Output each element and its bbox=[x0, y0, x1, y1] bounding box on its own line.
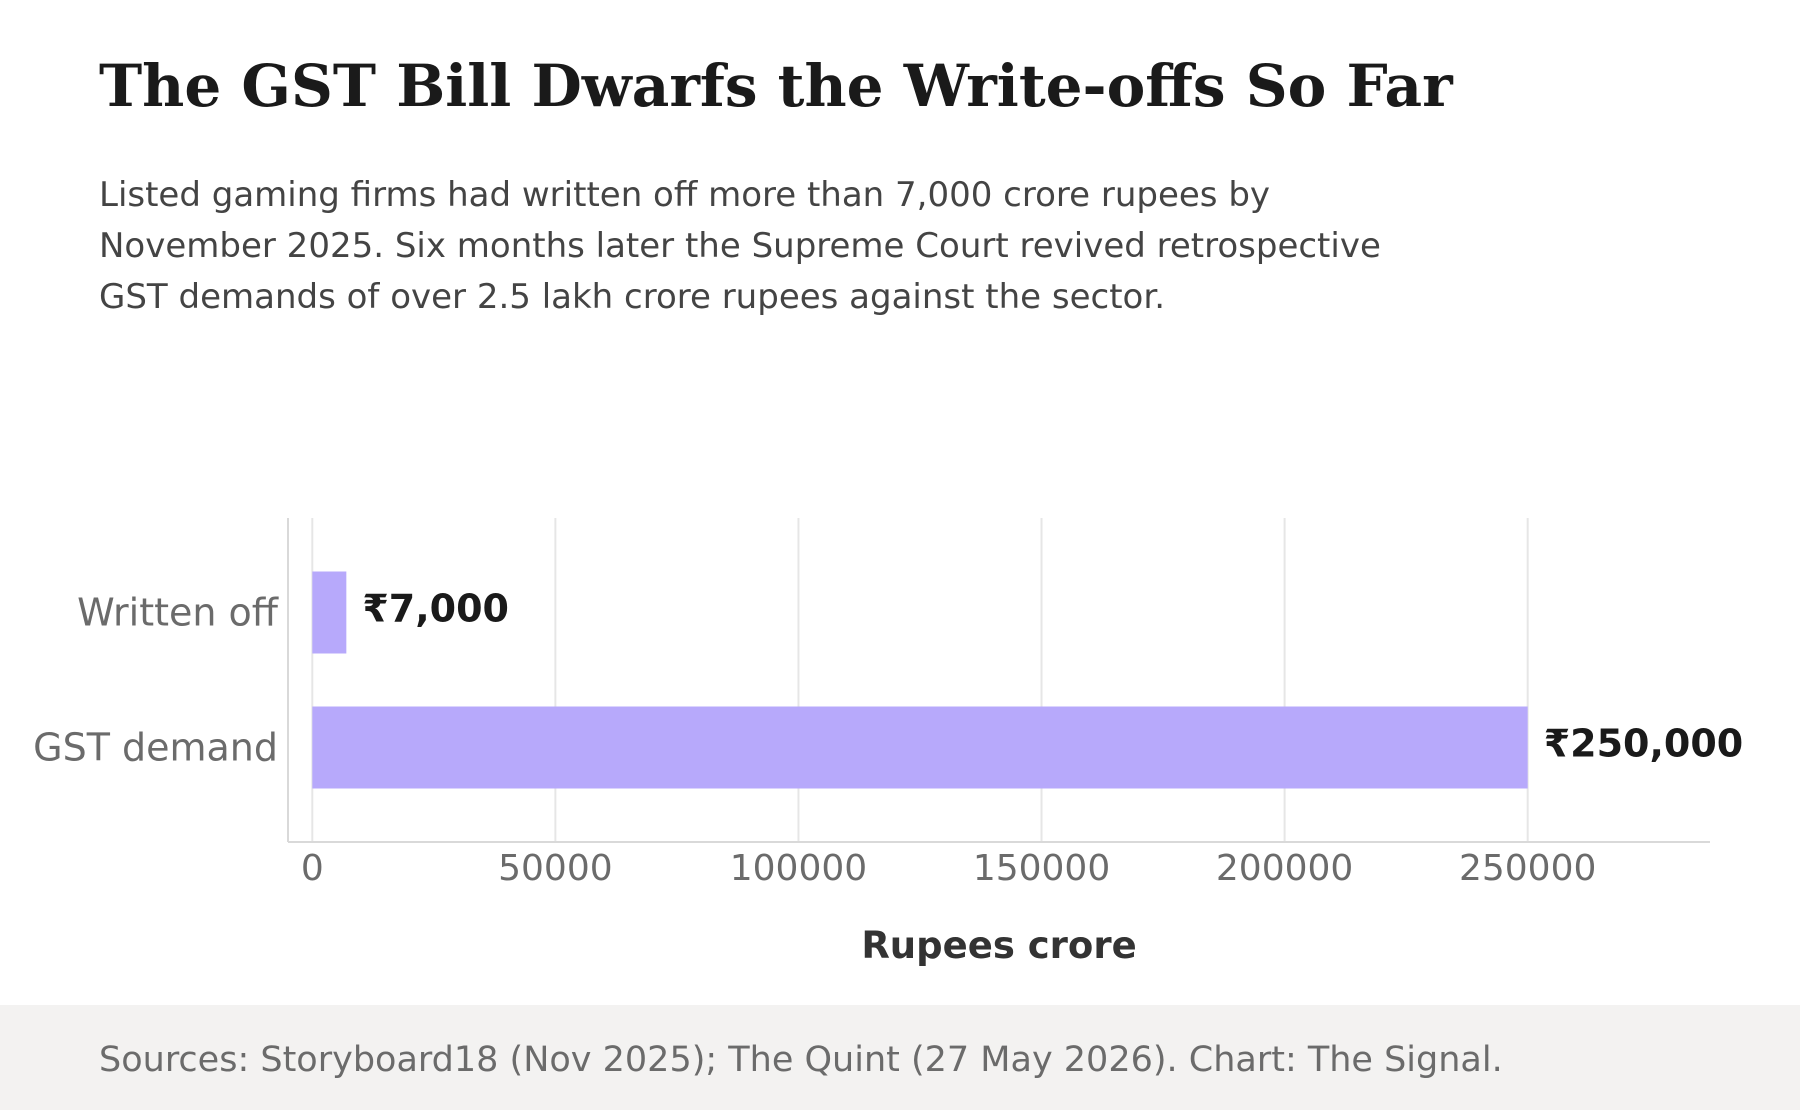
x-tick-label: 250000 bbox=[1459, 848, 1596, 889]
labels: 0 50000 100000 150000 200000 250000 Written of… bbox=[33, 587, 1743, 968]
y-category-label: GST demand bbox=[33, 726, 278, 770]
chart-title: The GST Bill Dwarfs the Write-offs So Fa… bbox=[99, 52, 1453, 120]
x-tick-label: 100000 bbox=[730, 848, 867, 889]
x-tick-label: 150000 bbox=[973, 848, 1110, 889]
source-note: Sources: Storyboard18 (Nov 2025); The Qu… bbox=[99, 1040, 1503, 1080]
bar bbox=[312, 706, 1528, 789]
axes bbox=[287, 518, 1710, 843]
x-axis-title: Rupees crore bbox=[861, 924, 1136, 967]
bar bbox=[312, 571, 347, 654]
bar-chart: 0 50000 100000 150000 200000 250000 Written of… bbox=[33, 518, 1743, 968]
bar-value-label: ₹7,000 bbox=[362, 587, 509, 631]
x-tick-label: 200000 bbox=[1216, 848, 1353, 889]
bar-value-label: ₹250,000 bbox=[1544, 722, 1744, 766]
x-tick-label: 50000 bbox=[498, 848, 613, 889]
y-category-label: Written off bbox=[77, 591, 279, 635]
chart-subtitle: Listed gaming firms had written off more… bbox=[99, 175, 1381, 317]
x-tick-label: 0 bbox=[301, 848, 324, 889]
footer: Sources: Storyboard18 (Nov 2025); The Qu… bbox=[0, 1005, 1800, 1110]
gridlines bbox=[311, 518, 1529, 842]
bars bbox=[312, 571, 1528, 789]
